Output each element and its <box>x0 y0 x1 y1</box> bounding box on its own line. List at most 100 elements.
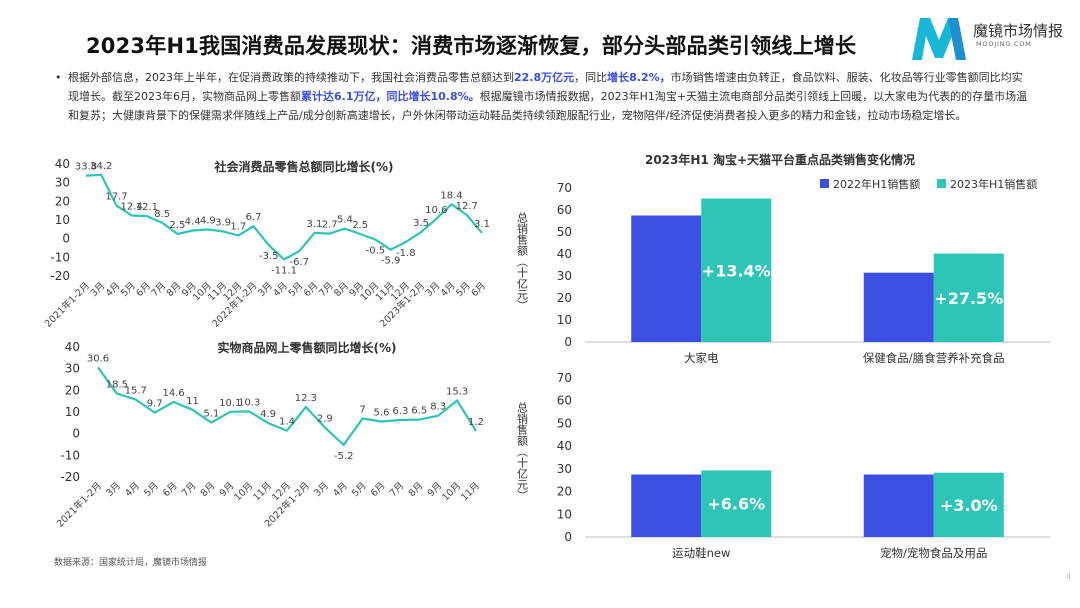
retail-chart-x-tick-label: 2022年1-2月 <box>210 280 260 330</box>
summary-text-1: 根据外部信息，2023年上半年，在促消费政策的持续推动下，我国社会消费品零售总额… <box>68 71 514 84</box>
category-chart-top-growth-label: +27.5% <box>934 289 1003 308</box>
retail-chart-x-tick-label: 10月 <box>191 280 214 303</box>
category-chart-bottom-y-tick-label: 20 <box>557 485 572 499</box>
summary-text-4: 根据魔镜市场情报数据，2023年H1淘宝+天猫主流电商部分品类引领线上回暖，以大… <box>68 90 1028 122</box>
retail-chart-data-label: 12.1 <box>136 202 158 213</box>
category-chart-top-bar <box>863 272 934 342</box>
category-chart-bottom-y-axis-label: 总销售额（十亿元） <box>516 401 529 501</box>
summary-paragraph: • 根据外部信息，2023年上半年，在促消费政策的持续推动下，我国社会消费品零售… <box>55 68 1028 125</box>
online-chart-data-label: 30.6 <box>87 353 109 364</box>
retail-chart-x-tick-label: 4月 <box>271 280 290 299</box>
online-chart-x-tick-label: 4月 <box>331 480 350 499</box>
online-chart-data-label: 1.4 <box>279 417 295 428</box>
category-chart-bottom-y-tick-label: 60 <box>557 394 572 408</box>
online-chart-data-label: 18.5 <box>106 380 128 391</box>
retail-chart-data-label: -6.7 <box>289 257 309 268</box>
online-chart-data-label: 1.2 <box>468 417 484 428</box>
summary-highlight-2: 增长8.2%， <box>607 71 671 84</box>
online-chart-data-label: 12.3 <box>295 393 317 404</box>
retail-chart-y-tick-label: -10 <box>50 250 70 264</box>
retail-chart-x-tick-label: 9月 <box>180 280 199 299</box>
online-chart-x-tick-label: 5月 <box>142 480 161 499</box>
online-chart-x-tick-label: 9月 <box>218 480 237 499</box>
category-chart-bottom-y-tick-label: 10 <box>557 507 572 521</box>
category-chart-bottom-y-tick-label: 30 <box>557 462 572 476</box>
online-chart-title: 实物商品网上零售额同比增长(%) <box>218 340 397 355</box>
online-chart-data-label: 8.3 <box>430 402 446 413</box>
category-chart-bottom-y-tick-label: 40 <box>557 439 572 453</box>
category-chart-top-legend-label: 2022年H1销售额 <box>833 177 920 191</box>
retail-chart-data-label: -11.1 <box>271 265 297 276</box>
category-chart-top-growth-label: +13.4% <box>702 261 771 280</box>
retail-chart-x-tick-label: 3月 <box>424 280 443 299</box>
category-chart-top-legend-swatch <box>820 179 829 188</box>
retail-chart-x-tick-label: 7月 <box>317 280 336 299</box>
retail-chart-x-tick-label: 3月 <box>89 280 108 299</box>
online-chart-x-tick-label: 2021年1-2月 <box>54 480 104 530</box>
online-chart-x-tick-label: 4月 <box>123 480 142 499</box>
online-chart-y-tick-label: 40 <box>65 340 80 354</box>
retail-chart-data-label: 3.1 <box>307 219 323 230</box>
online-chart-data-label: 7 <box>359 405 365 416</box>
online-chart-x-tick-label: 6月 <box>161 480 180 499</box>
online-chart-y-tick-label: -20 <box>60 470 80 484</box>
summary-text-2: ，同比 <box>574 71 608 84</box>
category-chart-bottom-bar <box>701 470 772 537</box>
online-chart-x-tick-label: 11月 <box>459 480 482 503</box>
retail-chart-title: 社会消费品零售总额同比增长(%) <box>214 159 394 174</box>
retail-chart-data-label: 2.5 <box>169 220 185 231</box>
retail-chart-x-tick-label: 2021年1-2月 <box>42 280 92 330</box>
category-chart-bottom-growth-label: +6.6% <box>707 495 765 514</box>
category-chart-top-y-tick-label: 10 <box>557 313 572 327</box>
category-chart-bottom-growth-label: +3.0% <box>940 496 998 515</box>
online-chart-data-label: 14.6 <box>162 388 184 399</box>
retail-chart-x-tick-label: 4月 <box>104 280 123 299</box>
online-chart-data-label: 9.7 <box>147 399 163 410</box>
retail-chart-data-label: 34.2 <box>90 161 112 172</box>
category-chart-top-category-label: 保健食品/膳食营养补充食品 <box>863 351 1005 365</box>
retail-chart-x-tick-label: 12月 <box>221 280 244 303</box>
online-chart-data-label: 5.6 <box>374 408 390 419</box>
retail-chart-data-label: 12.4 <box>121 202 143 213</box>
category-chart-bottom-bar <box>631 474 702 537</box>
page-number: 4 <box>1066 572 1072 581</box>
data-source: 数据来源：国家统计局，魔镜市场情报 <box>54 558 208 568</box>
online-chart-x-tick-label: 8月 <box>199 480 218 499</box>
category-chart-top-y-tick-label: 0 <box>564 335 572 349</box>
retail-chart-x-tick-label: 9月 <box>348 280 367 299</box>
bullet-dot-icon: • <box>55 71 62 84</box>
retail-chart-data-label: 6.7 <box>246 212 262 223</box>
retail-chart-data-label: -3.5 <box>259 251 279 262</box>
retail-chart-x-tick-label: 11月 <box>206 280 229 303</box>
category-chart-bottom-category-label: 运动鞋new <box>672 546 730 560</box>
online-chart-x-tick-label: 3月 <box>104 480 123 499</box>
category-chart-top-category-label: 大家电 <box>684 351 719 365</box>
online-chart-data-label: 15.7 <box>125 386 147 397</box>
online-chart-data-label: -5.2 <box>334 451 354 462</box>
retail-chart-x-tick-label: 5月 <box>454 280 473 299</box>
retail-chart-y-tick-label: 20 <box>55 194 70 208</box>
online-chart-x-tick-label: 7月 <box>388 480 407 499</box>
retail-chart-data-label: 8.5 <box>154 209 170 220</box>
retail-chart-data-label: 1.7 <box>230 221 246 232</box>
retail-chart-y-tick-label: 0 <box>62 232 70 246</box>
retail-chart-data-label: 3.1 <box>474 219 490 230</box>
online-chart-data-label: 15.3 <box>446 387 468 398</box>
category-chart-bottom-bar <box>933 472 1004 537</box>
online-chart-data-label: 2.9 <box>317 413 333 424</box>
summary-text-3: 市场销售增速由负转正，食品饮料、服装、化妆品等行业零售额同比均实现增长。截至20… <box>68 71 1023 103</box>
logo <box>908 14 1068 66</box>
online-chart-data-label: 6.3 <box>392 406 408 417</box>
retail-chart-x-tick-label: 3月 <box>256 280 275 299</box>
retail-chart-x-tick-label: 5月 <box>287 280 306 299</box>
retail-chart-y-tick-label: 40 <box>55 157 70 171</box>
online-chart-data-label: 10.1 <box>219 398 241 409</box>
category-chart-top-y-tick-label: 20 <box>557 291 572 305</box>
retail-chart-x-tick-label: 6月 <box>134 280 153 299</box>
online-chart-x-tick-label: 10月 <box>440 480 463 503</box>
retail-chart-x-tick-label: 10月 <box>358 280 381 303</box>
category-chart-bottom-bar <box>863 474 934 537</box>
online-chart-data-label: 4.9 <box>260 409 276 420</box>
retail-chart-data-label: 18.4 <box>440 190 462 201</box>
online-chart-y-tick-label: 0 <box>72 427 80 441</box>
